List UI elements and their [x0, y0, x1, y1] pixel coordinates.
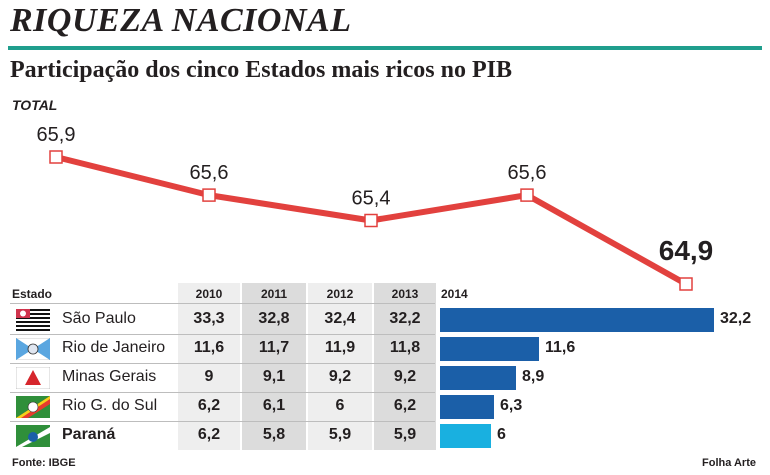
data-point-2014	[679, 277, 693, 291]
column-header-2010: 2010	[195, 287, 223, 301]
table-cell-2011: 6,1	[262, 397, 286, 414]
data-label-2011: 65,6	[190, 162, 229, 184]
column-header-2011: 2011	[260, 287, 288, 301]
data-label-2012: 65,4	[352, 188, 391, 210]
row-divider	[10, 363, 435, 364]
parana-flag-icon	[16, 425, 50, 447]
state-name: Paraná	[62, 426, 116, 443]
bar-value-2014: 32,2	[720, 310, 752, 327]
table-cell-2012: 6	[335, 397, 345, 414]
table-cell-2012: 9,2	[328, 368, 352, 385]
credit-note: Folha Arte	[702, 457, 756, 469]
table-cell-2013: 5,9	[393, 426, 417, 443]
bar-2014	[440, 308, 714, 332]
data-label-2014: 64,9	[659, 235, 714, 266]
state-name: Minas Gerais	[62, 368, 157, 385]
rio-grande-do-sul-flag-icon	[16, 396, 50, 418]
column-header-2013: 2013	[391, 287, 419, 301]
bar-2014	[440, 395, 494, 419]
bar-value-2014: 6	[497, 426, 506, 443]
table-cell-2010: 9	[204, 368, 214, 385]
col-bg-2013	[374, 283, 436, 450]
table-cell-2013: 32,2	[389, 310, 421, 327]
table-cell-2012: 32,4	[324, 310, 356, 327]
bar-value-2014: 8,9	[522, 368, 545, 385]
chart-subtitle: Participação dos cinco Estados mais rico…	[10, 57, 512, 83]
source-note: Fonte: IBGE	[12, 457, 76, 469]
table-cell-2013: 11,8	[389, 339, 421, 356]
table-cell-2012: 11,9	[324, 339, 356, 356]
col-bg-2012	[308, 283, 372, 450]
bar-2014	[440, 337, 539, 361]
table-cell-2012: 5,9	[328, 426, 352, 443]
table-cell-2013: 9,2	[393, 368, 417, 385]
data-label-2010: 65,9	[37, 124, 76, 146]
table-cell-2011: 5,8	[262, 426, 286, 443]
column-header-2012: 2012	[326, 287, 354, 301]
header-divider	[10, 303, 435, 304]
state-name: Rio de Janeiro	[62, 339, 166, 356]
bar-2014	[440, 366, 516, 390]
table-cell-2010: 6,2	[197, 397, 221, 414]
table-cell-2010: 6,2	[197, 426, 221, 443]
col-bg-2010	[178, 283, 240, 450]
data-point-2012	[364, 213, 378, 228]
data-point-2013	[520, 188, 534, 202]
bar-2014	[440, 424, 491, 448]
chart-title: RIQUEZA NACIONAL	[10, 2, 352, 39]
data-point-2011	[202, 188, 216, 202]
sao-paulo-flag-icon	[16, 309, 50, 331]
data-label-2013: 65,6	[508, 162, 547, 184]
table-cell-2011: 11,7	[258, 339, 290, 356]
row-divider	[10, 392, 435, 393]
column-header-2014: 2014	[441, 287, 468, 301]
row-divider	[10, 334, 435, 335]
bar-value-2014: 6,3	[500, 397, 523, 414]
state-name: Rio G. do Sul	[62, 397, 158, 414]
data-point-2010	[49, 150, 63, 164]
table-cell-2010: 33,3	[193, 310, 225, 327]
total-label: TOTAL	[12, 97, 58, 113]
col-bg-2011	[242, 283, 306, 450]
rio-de-janeiro-flag-icon	[15, 337, 51, 361]
minas-gerais-flag-icon	[15, 366, 51, 390]
column-header-estado: Estado	[12, 287, 53, 301]
table-cell-2013: 6,2	[393, 397, 417, 414]
bar-value-2014: 11,6	[545, 339, 576, 356]
total-line-chart: 65,9 65,6 65,4 65,6 64,9	[37, 124, 714, 291]
title-rule	[8, 46, 762, 50]
state-name: São Paulo	[62, 310, 136, 327]
table-cell-2011: 32,8	[258, 310, 290, 327]
table-cell-2010: 11,6	[193, 339, 225, 356]
table-cell-2011: 9,1	[262, 368, 286, 385]
row-divider	[10, 421, 435, 422]
